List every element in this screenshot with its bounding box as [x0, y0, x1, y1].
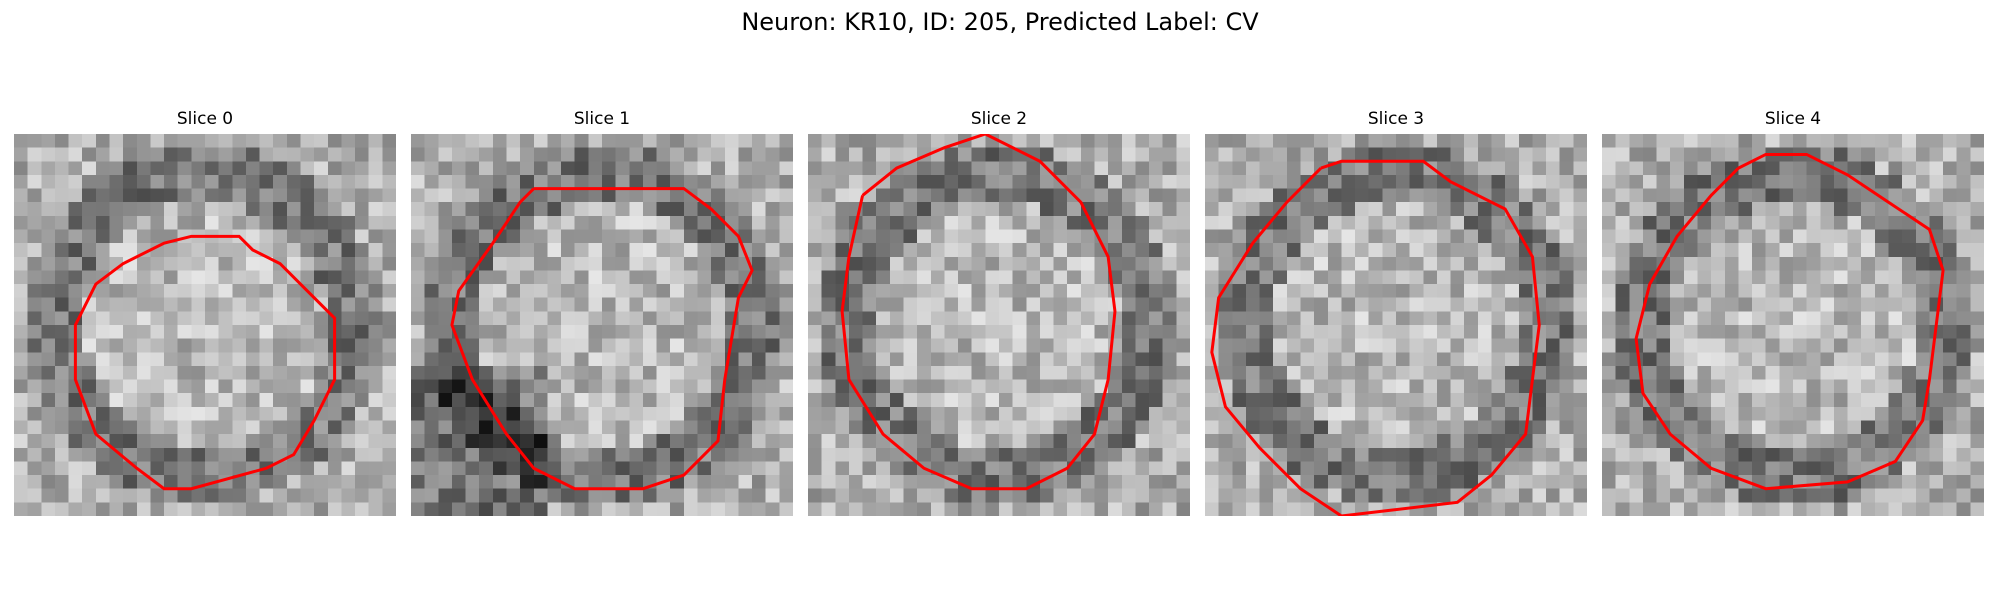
contour-1 [450, 187, 754, 491]
slice-panel-0: Slice 0 [14, 110, 396, 516]
slice-image-4 [1602, 134, 1984, 516]
slice-image-1 [411, 134, 793, 516]
slice-title-1: Slice 1 [573, 109, 631, 129]
slice-panel-3: Slice 3 [1205, 110, 1587, 516]
contour-3 [1210, 159, 1541, 516]
slice-panel-4: Slice 4 [1602, 110, 1984, 516]
slice-image-3 [1205, 134, 1587, 516]
slice-panel-1: Slice 1 [411, 110, 793, 516]
slice-title-4: Slice 4 [1764, 109, 1822, 129]
slice-title-2: Slice 2 [970, 109, 1028, 129]
slice-title-3: Slice 3 [1367, 109, 1425, 129]
figure-title: Neuron: KR10, ID: 205, Predicted Label: … [741, 8, 1259, 36]
slice-image-2 [808, 134, 1190, 516]
slice-image-0 [14, 134, 396, 516]
contour-4 [1634, 152, 1945, 491]
slice-title-0: Slice 0 [176, 109, 234, 129]
contour-2 [840, 134, 1117, 491]
slice-panel-2: Slice 2 [808, 110, 1190, 516]
contour-0 [73, 234, 337, 491]
